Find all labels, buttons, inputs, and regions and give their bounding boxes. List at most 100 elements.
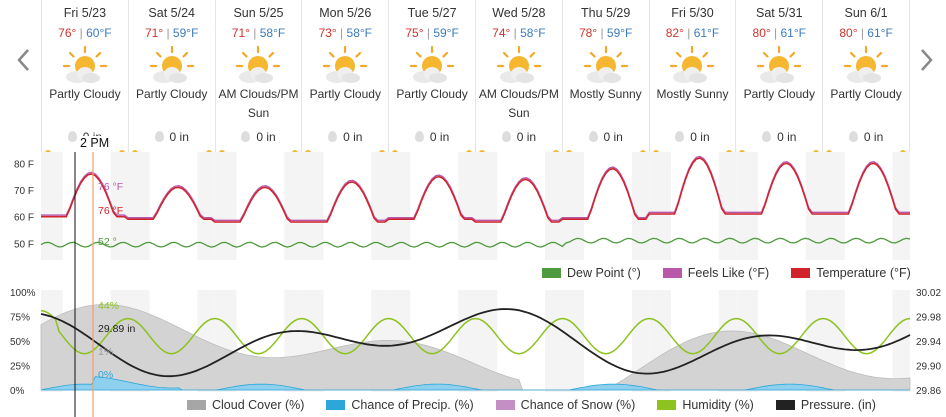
day-column[interactable]: Tue 5/27 75° | 59°F Partly Cloudy 0 in [388, 0, 475, 158]
cursor-readout: 44% [98, 300, 119, 312]
percent-y-tick: 0% [10, 386, 25, 397]
day-precip: 0 in [823, 130, 909, 144]
partly-cloudy-icon [755, 45, 803, 84]
cursor-time-label: 2 PM [78, 136, 112, 150]
legend-label: Temperature (°F) [816, 266, 911, 280]
day-condition: AM Clouds/PM Sun [478, 87, 559, 120]
day-condition: Mostly Sunny [656, 87, 729, 101]
day-column[interactable]: Sat 5/24 71° | 59°F Partly Cloudy 0 in [127, 0, 215, 158]
day-date: Fri 5/30 [671, 6, 714, 20]
partly-cloudy-icon [842, 45, 890, 84]
day-column[interactable]: Sat 5/31 80° | 61°F Partly Cloudy 0 in [735, 0, 822, 158]
legend-swatch [657, 400, 677, 410]
prev-days-button[interactable] [10, 40, 40, 80]
day-column[interactable]: Mon 5/26 73° | 58°F Partly Cloudy 0 in [301, 0, 388, 158]
pressure-line [40, 308, 911, 378]
legend-item[interactable]: Humidity (%) [657, 398, 754, 412]
day-condition: Partly Cloudy [49, 87, 121, 101]
night-band [475, 152, 498, 260]
day-precip: 0 in [216, 130, 302, 144]
percent-y-tick: 25% [10, 362, 30, 373]
day-column[interactable]: Thu 5/29 78° | 59°F Mostly Sunny 0 in [561, 0, 649, 158]
day-temps: 78° | 59°F [578, 26, 633, 40]
night-band [197, 152, 215, 260]
temp-y-tick: 70 F [14, 186, 34, 197]
temp-y-tick: 60 F [14, 213, 34, 224]
cloud-cover-area [40, 304, 911, 391]
chevron-right-icon [921, 49, 933, 71]
raindrop-icon [328, 131, 338, 142]
day-temps: 80° | 61°F [839, 26, 893, 40]
humidity-line [40, 309, 911, 355]
night-band [127, 152, 150, 260]
day-temps: 74° | 58°F [492, 26, 546, 40]
low-temp: 60°F [86, 26, 112, 40]
night-band [892, 290, 910, 392]
night-band [562, 290, 585, 392]
day-temps: 82° | 61°F [665, 26, 720, 40]
day-column[interactable]: Wed 5/28 74° | 58°F AM Clouds/PM Sun 0 i… [474, 0, 562, 158]
precip-amount: 0 in [169, 130, 189, 144]
high-temp: 75° [405, 26, 424, 40]
legend-item[interactable]: Chance of Precip. (%) [326, 398, 474, 412]
temp-chart-legend: Dew Point (°) Feels Like (°F) Temperature … [520, 266, 911, 280]
night-band [649, 152, 672, 260]
day-date: Thu 5/29 [581, 6, 631, 20]
day-precip: 0 in [302, 130, 388, 144]
day-column[interactable]: Fri 5/23 76° | 60°F Partly Cloudy 0 in [41, 0, 128, 158]
day-precip: 0 in [650, 130, 736, 144]
high-temp: 71° [144, 26, 164, 40]
lower-chart-legend: Cloud Cover (%) Chance of Precip. (%) Chan… [165, 398, 876, 412]
day-temps: 75° | 59°F [405, 26, 459, 40]
legend-swatch [326, 400, 346, 410]
high-temp: 71° [231, 26, 250, 40]
pressure-y-tick: 29.86 [916, 386, 941, 397]
cursor-readout: 29.89 in [98, 323, 136, 335]
pressure-y-tick: 29.90 [916, 362, 941, 373]
day-column[interactable]: Sun 6/1 80° | 61°F Partly Cloudy 0 in [822, 0, 910, 158]
night-band [545, 290, 563, 392]
legend-swatch [187, 400, 206, 410]
day-column[interactable]: Fri 5/30 82° | 61°F Mostly Sunny 0 in [648, 0, 736, 158]
next-days-button[interactable] [910, 40, 940, 80]
pressure-y-tick: 29.98 [916, 313, 941, 324]
day-precip: 0 in [563, 130, 649, 144]
night-band [823, 152, 845, 260]
day-condition: Partly Cloudy [309, 87, 381, 101]
high-temp: 74° [492, 26, 511, 40]
precip-amount: 0 in [516, 130, 537, 144]
legend-item[interactable]: Cloud Cover (%) [187, 398, 304, 412]
low-temp: 61°F [693, 26, 720, 40]
daily-forecast-row: Fri 5/23 76° | 60°F Partly Cloudy 0 in S… [41, 0, 910, 158]
day-temps: 71° | 59°F [144, 26, 199, 40]
night-band [388, 152, 411, 260]
high-temp: 73° [318, 26, 337, 40]
night-band [562, 152, 585, 260]
legend-item[interactable]: Dew Point (°) [542, 266, 641, 280]
legend-item[interactable]: Chance of Snow (%) [495, 398, 635, 412]
legend-item[interactable]: Temperature (°F) [791, 266, 911, 280]
partly-cloudy-icon [408, 45, 456, 84]
temperature-line [41, 157, 910, 223]
legend-item[interactable]: Pressure. (in) [775, 398, 876, 412]
night-band [301, 152, 324, 260]
day-condition: Partly Cloudy [136, 87, 208, 101]
night-band [284, 152, 302, 260]
legend-label: Pressure. (in) [800, 398, 876, 412]
high-temp: 80° [752, 26, 771, 40]
legend-label: Humidity (%) [682, 398, 754, 412]
legend-swatch [791, 268, 811, 278]
day-condition: Partly Cloudy [830, 87, 902, 101]
high-temp: 78° [578, 26, 598, 40]
cursor-readout: 1% [98, 346, 113, 358]
legend-item[interactable]: Feels Like (°F) [662, 266, 769, 280]
night-band [736, 152, 758, 260]
raindrop-icon [588, 131, 598, 142]
day-temps: 73° | 58°F [318, 26, 372, 40]
day-date: Sat 5/24 [148, 6, 195, 20]
day-column[interactable]: Sun 5/25 71° | 58°F AM Clouds/PM Sun 0 i… [214, 0, 302, 158]
night-band [718, 152, 737, 260]
day-temps: 71° | 58°F [231, 26, 286, 40]
night-band [110, 152, 128, 260]
partly-cloudy-icon [234, 45, 282, 84]
